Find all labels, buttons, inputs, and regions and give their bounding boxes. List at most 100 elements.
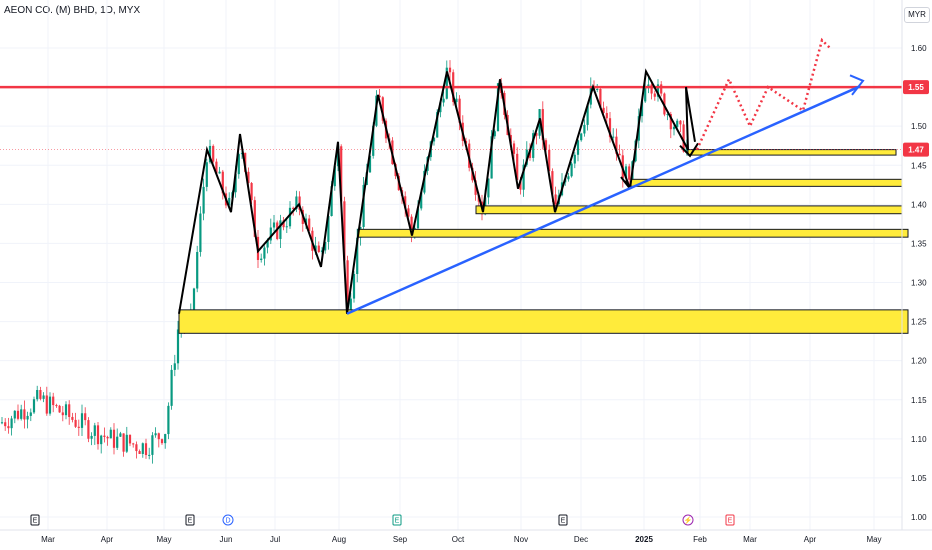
candle-body (436, 112, 439, 138)
candle-body (554, 194, 557, 205)
candle-body (116, 436, 119, 448)
candle-body (96, 425, 100, 445)
candle-body (87, 420, 90, 439)
event-marker (222, 514, 234, 526)
x-tick-label: Mar (743, 535, 757, 544)
candle-body (535, 133, 538, 136)
candle-body (666, 114, 669, 116)
candle-body (525, 149, 528, 165)
candle-body (80, 413, 84, 428)
candle-body (605, 112, 608, 119)
candle-body (16, 410, 20, 419)
candle-body (215, 161, 218, 174)
event-markers[interactable]: E E D E E ⚡ E (30, 514, 735, 526)
event-marker-label: E (33, 518, 38, 525)
candle-body (679, 120, 682, 125)
x-tick-label: Oct (452, 535, 465, 544)
candle-body (573, 154, 576, 164)
candle-body (548, 149, 551, 172)
candle-body (141, 443, 144, 454)
candle-body (71, 416, 74, 420)
candle-body (650, 84, 653, 94)
y-tick-label: 1.05 (911, 474, 927, 483)
x-tick-label: Aug (332, 535, 346, 544)
y-tick-label: 1.60 (911, 44, 927, 53)
candle-body (208, 145, 212, 163)
candle-body (247, 171, 250, 184)
candle-body (138, 451, 141, 454)
candle-body (381, 97, 384, 121)
zigzag-pattern (178, 68, 696, 314)
candle-body (23, 409, 26, 420)
candle-body (103, 435, 106, 437)
candle-body (282, 220, 285, 228)
support-zones (178, 149, 909, 334)
candle-body (676, 120, 679, 127)
candle-body (647, 84, 650, 87)
candle-body (119, 433, 122, 437)
candle-body (455, 98, 458, 103)
candle-body (77, 426, 80, 428)
candle-body (644, 86, 647, 102)
candle-body (64, 404, 68, 416)
candle-body (596, 89, 599, 91)
candle-body (432, 137, 436, 142)
candle-body (320, 250, 324, 253)
candle-body (106, 436, 109, 439)
candle-body (269, 227, 272, 241)
candle-body (218, 171, 221, 174)
candle-body (519, 179, 522, 190)
candle-body (496, 83, 500, 132)
candle-body (295, 196, 298, 209)
candle-body (90, 435, 93, 439)
candle-body (599, 89, 602, 108)
candle-body (160, 439, 164, 444)
candle-body (20, 409, 23, 419)
candle-body (570, 163, 573, 177)
candle-body (512, 143, 516, 154)
candle-body (144, 443, 148, 456)
zigzag-arrow (679, 142, 699, 158)
symbol-title: AEON CO. (M) BHD, 1D, MYX (4, 5, 141, 16)
candle-body (324, 241, 327, 251)
candle-body (228, 197, 231, 206)
x-tick-label: Dec (574, 535, 588, 544)
y-tick-label: 1.00 (911, 513, 927, 522)
candle-body (36, 390, 39, 400)
candle-body (285, 226, 288, 228)
candle-body (615, 136, 618, 154)
candle-body (618, 153, 621, 156)
candle-body (100, 435, 103, 445)
candle-body (580, 133, 583, 141)
price-axis: 1.00 1.05 1.10 1.15 1.20 1.25 1.30 1.35 1.40 1.45… (901, 0, 929, 530)
candle-body (608, 118, 612, 138)
candle-body (343, 201, 346, 261)
candle-body (448, 67, 452, 73)
support-zone (475, 205, 903, 215)
candle-body (576, 140, 580, 155)
candle-body (528, 149, 532, 158)
candle-body (68, 404, 71, 417)
candle-body (586, 104, 589, 125)
candle-body (660, 84, 663, 94)
support-zone (687, 149, 897, 156)
candle-body (32, 399, 36, 413)
y-tick-label: 1.45 (911, 161, 927, 170)
candle-body (10, 418, 13, 429)
candle-body (682, 124, 685, 152)
trend-lines (0, 37, 902, 315)
currency-button[interactable]: MYR (904, 7, 930, 23)
candle-body (132, 443, 135, 445)
candle-body (672, 126, 676, 130)
candle-body (26, 415, 29, 420)
candle-body (602, 107, 605, 113)
candle-body (0, 422, 4, 424)
candle-body (148, 454, 151, 456)
earnings-marker (392, 514, 402, 526)
event-marker-label: D (225, 518, 230, 525)
candle-body (109, 429, 112, 439)
candle-body (314, 245, 317, 251)
candle-body (516, 153, 519, 180)
x-tick-label: Apr (804, 535, 817, 544)
